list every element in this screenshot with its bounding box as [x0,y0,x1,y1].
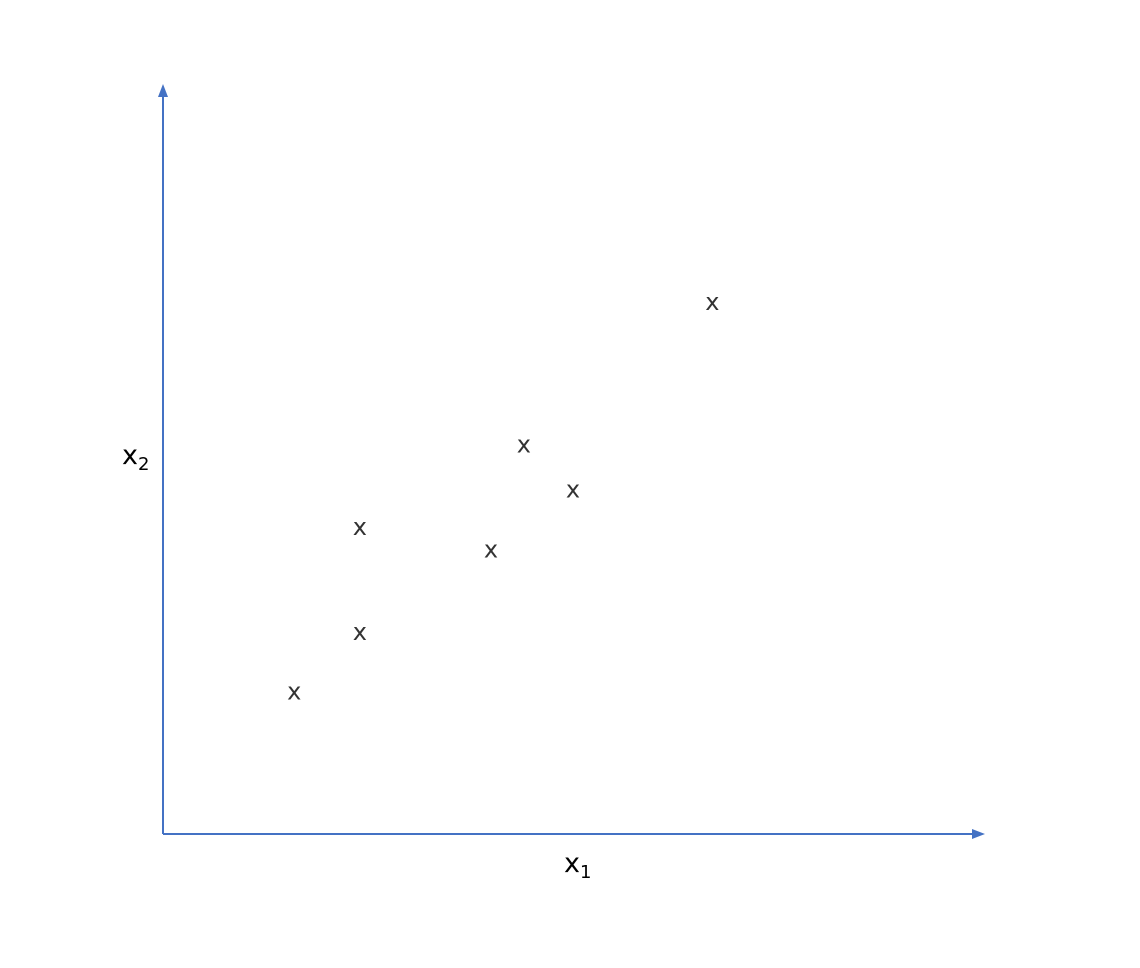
data-points: x x x x x x x [287,288,719,705]
data-point-5: x [517,431,531,459]
x-axis-label: x1 [564,848,591,883]
y-axis-arrow [158,84,168,97]
x-axis-label-subscript: 1 [579,862,592,883]
y-axis-label-base: x [122,440,138,471]
data-point-1: x [287,678,301,706]
y-axis-label-subscript: 2 [137,454,150,475]
data-point-6: x [566,475,580,503]
data-point-7: x [705,288,719,316]
x-axis-arrow [972,829,985,839]
data-point-4: x [484,535,498,563]
y-axis-label: x2 [122,440,149,475]
data-point-3: x [353,513,367,541]
x-axis-label-base: x [564,848,580,879]
data-point-2: x [353,618,367,646]
